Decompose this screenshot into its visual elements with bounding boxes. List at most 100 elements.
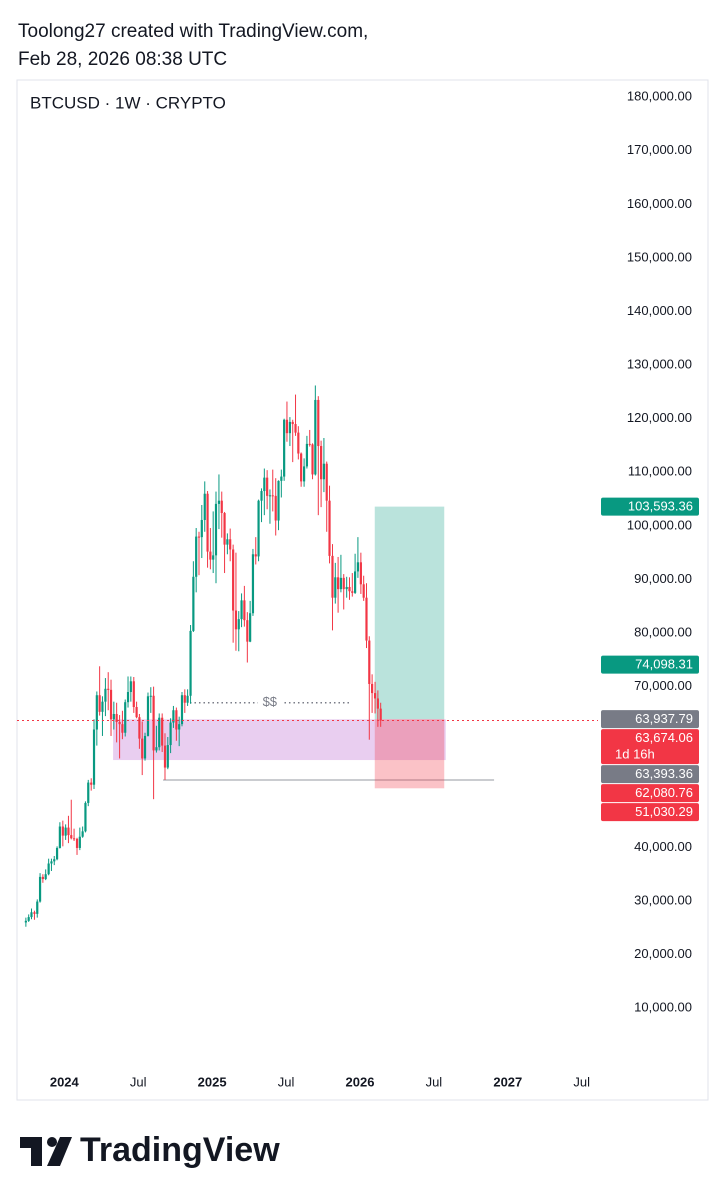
candle-body [90,782,93,785]
candle-body [70,835,73,839]
y-tick-label: 170,000.00 [627,142,692,157]
x-tick-label: 2026 [346,1074,375,1089]
candle-body [146,696,150,736]
target-zone [374,506,445,720]
candle-body [33,912,36,914]
candle-body [75,838,79,848]
candle-body [50,861,53,864]
candle-body [325,463,328,501]
candle-body [365,597,368,641]
candle-body [368,640,371,684]
candle-body [24,920,27,923]
candle-body [297,432,300,454]
price-badge [601,765,699,784]
candle-body [300,453,303,482]
candle-body [249,613,252,642]
candle-body [232,549,235,611]
candle-body [354,571,357,593]
candle-body [351,591,354,593]
candle-body [334,577,337,598]
candle-body [126,692,130,703]
candle-body [339,577,343,590]
candle-body [376,698,379,709]
candle-body [178,724,181,730]
logo-mark [47,1137,72,1166]
price-badge-label: 103,593.36 [628,499,693,514]
candle-body [55,847,59,860]
candle-body [109,689,113,720]
candle-body [115,713,118,723]
chart-frame [16,79,709,1101]
candle-body [78,836,81,848]
candle-body [311,444,314,475]
candle-body [274,495,277,521]
price-badge [601,497,699,516]
candle-body [356,562,360,572]
candle-body [36,901,39,914]
line-label: $$ [263,694,278,709]
y-tick-label: 80,000.00 [634,624,692,639]
y-tick-label: 40,000.00 [634,839,692,854]
candle-body [195,536,198,577]
price-badge [601,729,699,765]
candle-body [44,874,47,880]
candle-body [280,476,283,481]
brand: TradingView [80,1131,280,1169]
candle-body [229,539,232,550]
candle-body [314,399,317,475]
y-tick-label: 30,000.00 [634,892,692,907]
candle-body [141,738,144,759]
candle-body [149,695,152,697]
candle-body [143,735,147,759]
y-tick-label: 120,000.00 [627,410,692,425]
candle-body [285,419,289,434]
candle-body [166,745,169,768]
x-tick-label: 2024 [50,1074,80,1089]
candle-body [101,701,104,712]
candle-body [104,688,107,702]
candle-body [200,519,203,538]
candle-body [169,722,172,746]
x-tick-label: 2027 [493,1074,522,1089]
candle-body [246,620,249,642]
x-tick-label: Jul [278,1074,295,1089]
candle-body [53,859,56,862]
candle-body [260,491,263,501]
candle-body [294,424,297,433]
candle-body [237,619,240,630]
candle-body [121,724,124,733]
candle-body [118,722,121,725]
candle-body [161,717,164,746]
candle-body [72,838,76,840]
logo [20,1137,72,1166]
candle-body [209,551,212,560]
candle-body [328,500,331,556]
price-badge-label: 63,674.06 [635,730,693,745]
price-badge-label: 63,393.36 [635,766,693,781]
plot: 10,000.0020,000.0030,000.0040,000.0050,0… [17,89,699,1089]
candle-body [254,554,257,557]
price-badge-label: 62,080.76 [635,785,693,800]
candle-body [155,747,158,751]
y-tick-label: 160,000.00 [627,196,692,211]
y-tick-label: 130,000.00 [627,357,692,372]
candle-body [226,539,229,545]
candle-body [98,695,101,712]
candle-body [362,584,365,598]
price-badge [601,803,699,822]
y-tick-label: 20,000.00 [634,946,692,961]
candle-body [331,555,334,598]
candle-body [192,576,195,631]
candle-body [30,912,33,918]
candle-body [129,681,132,693]
candle-body [337,577,340,590]
candle-body [251,554,255,614]
candle-body [138,717,141,739]
candle-body [107,688,110,690]
candle-body [186,695,189,703]
candle-body [266,477,269,496]
candle-body [223,513,226,545]
x-tick-label: Jul [130,1074,147,1089]
candle-body [175,710,178,730]
